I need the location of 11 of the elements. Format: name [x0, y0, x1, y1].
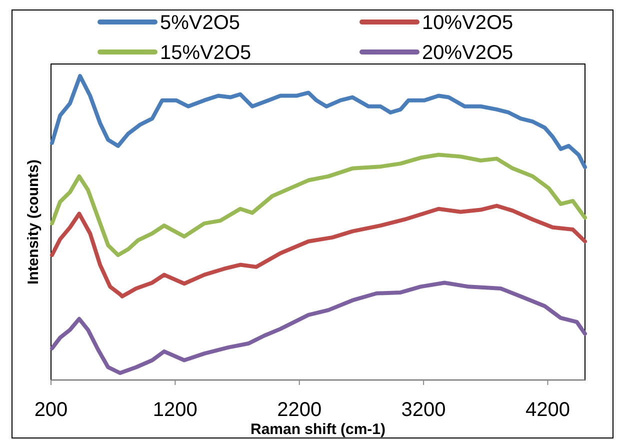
- x-tick-label: 200: [34, 399, 68, 421]
- x-tick-label: 1200: [152, 399, 198, 421]
- x-tick-label: 2200: [277, 399, 322, 421]
- legend-label: 20%V2O5: [422, 42, 514, 64]
- x-tick-label: 4200: [525, 399, 570, 421]
- x-tick-label: 3200: [401, 399, 446, 421]
- x-axis-title: Raman shift (cm-1): [250, 421, 386, 438]
- y-axis-title: Intensity (counts): [25, 159, 42, 285]
- legend-label: 15%V2O5: [160, 42, 252, 64]
- legend-label: 10%V2O5: [422, 12, 514, 34]
- legend-label: 5%V2O5: [160, 12, 240, 34]
